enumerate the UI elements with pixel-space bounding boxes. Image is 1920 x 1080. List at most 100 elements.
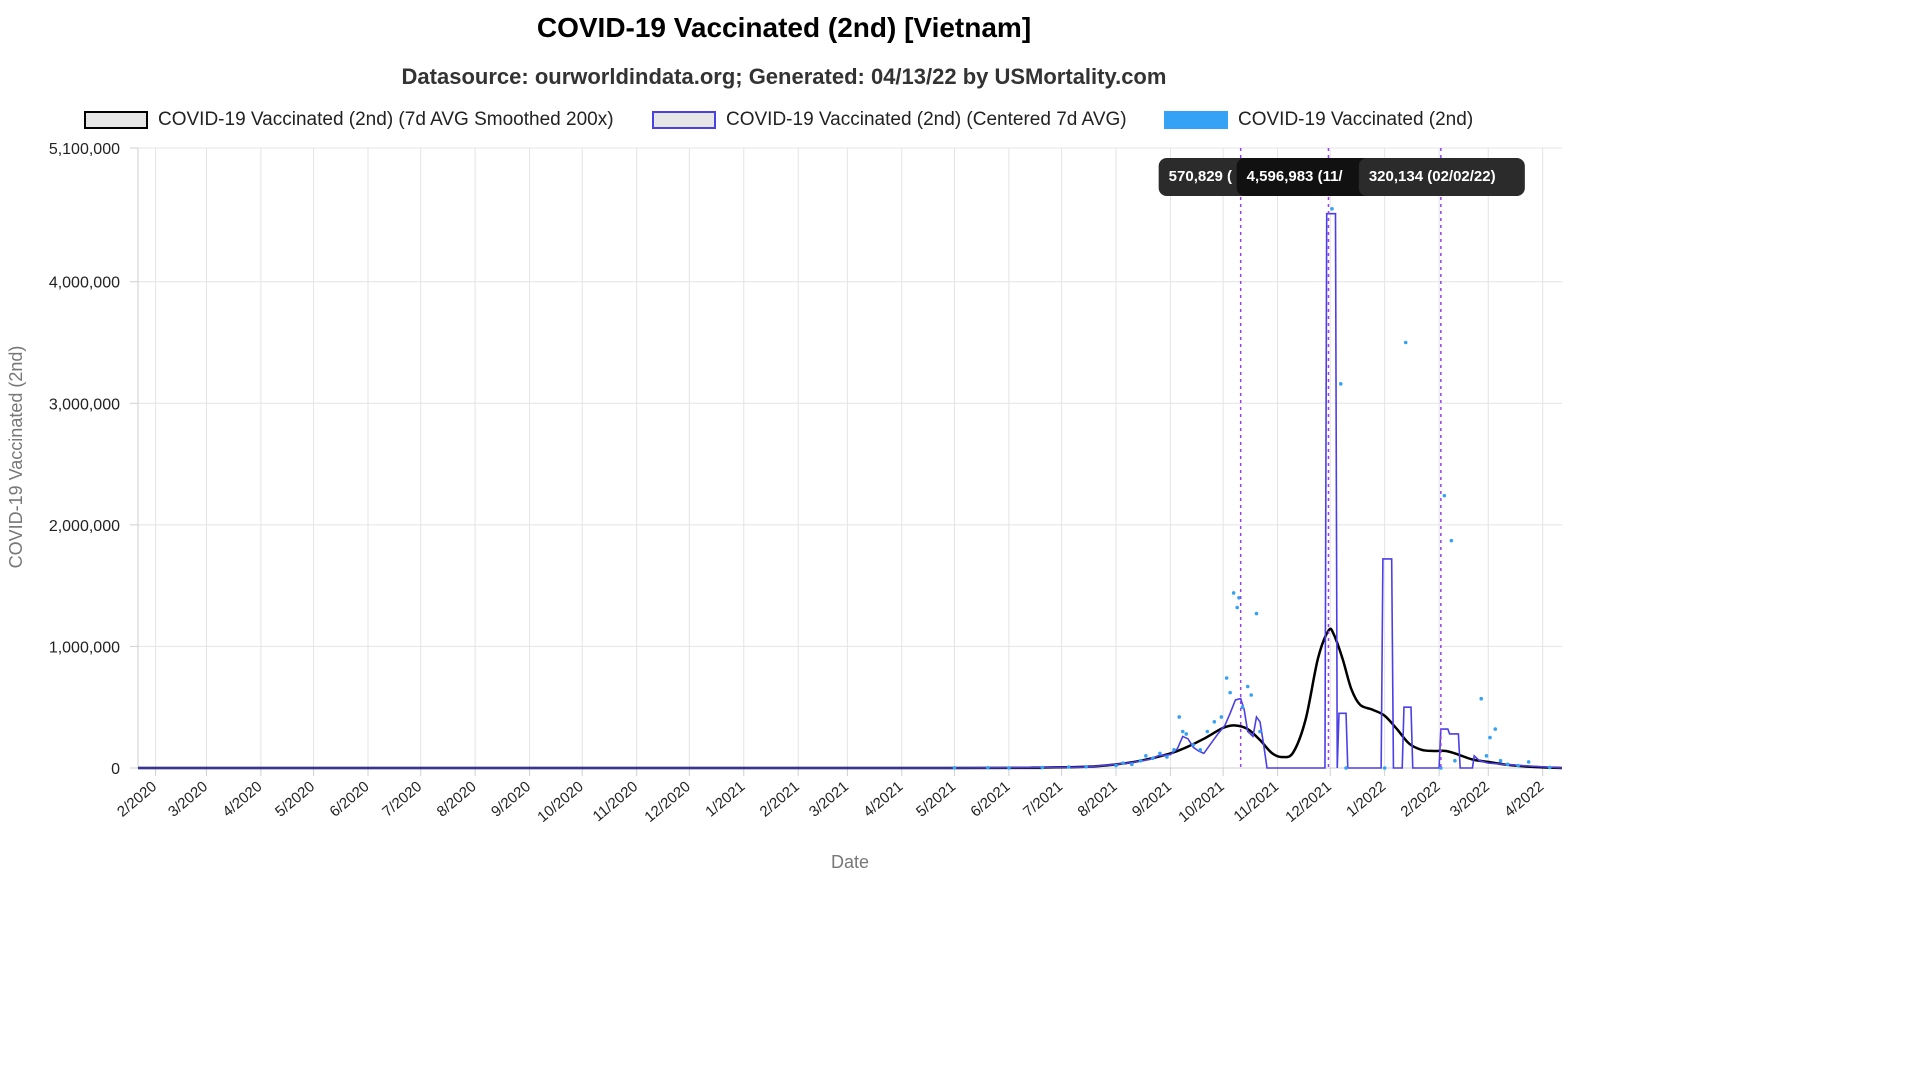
x-tick-label: 4/2020	[219, 778, 265, 821]
y-tick-label: 1,000,000	[49, 639, 120, 656]
data-point-daily	[1442, 493, 1447, 498]
data-point-daily	[1184, 732, 1189, 736]
x-tick-label: 2/2021	[757, 778, 803, 821]
data-point-daily	[1205, 729, 1210, 734]
data-point-daily	[1453, 758, 1457, 763]
data-point-daily	[1516, 763, 1520, 768]
series-layer	[137, 206, 1563, 770]
legend-swatch-smoothed	[84, 111, 148, 129]
series-line-smoothed	[137, 627, 1563, 770]
x-tick-label: 6/2021	[967, 778, 1013, 821]
tooltip-text: 4,596,983 (11/	[1247, 168, 1344, 185]
data-point-daily	[1382, 766, 1387, 770]
y-tick-label: 2,000,000	[49, 518, 120, 535]
x-tick-label: 2/2022	[1398, 778, 1444, 821]
y-tick-label: 5,100,000	[49, 141, 120, 158]
data-point-daily	[1547, 765, 1552, 770]
x-tick-label: 5/2020	[272, 778, 318, 821]
x-tick-label: 8/2020	[434, 778, 480, 821]
data-point-daily	[1498, 758, 1503, 763]
data-point-daily	[1191, 743, 1196, 747]
legend-item-centered[interactable]: COVID-19 Vaccinated (2nd) (Centered 7d A…	[652, 106, 1127, 134]
data-point-daily	[1219, 715, 1224, 719]
data-point-daily	[1338, 382, 1343, 386]
legend-label-centered: COVID-19 Vaccinated (2nd) (Centered 7d A…	[726, 109, 1127, 130]
data-point-daily	[1180, 729, 1185, 734]
data-point-daily	[952, 765, 957, 770]
data-point-daily	[1130, 762, 1134, 767]
tooltip-layer: 570,829 ( 4,596,983 (11/320,134 (02/02/22…	[1158, 158, 1525, 196]
x-tick-label: 12/2021	[1282, 778, 1334, 826]
data-point-daily	[1484, 754, 1489, 758]
legend-swatch-daily	[1164, 111, 1228, 129]
data-point-daily	[1198, 747, 1203, 752]
data-point-daily	[1240, 705, 1245, 710]
marker-layer	[1239, 148, 1442, 768]
x-tick-label: 6/2020	[327, 778, 373, 821]
data-point-daily	[1138, 758, 1143, 763]
legend-item-daily[interactable]: COVID-19 Vaccinated (2nd)	[1164, 106, 1473, 134]
data-point-daily	[1526, 760, 1531, 764]
data-point-daily	[1249, 693, 1254, 697]
x-tick-label: 9/2020	[488, 778, 534, 821]
data-point-daily	[1258, 729, 1262, 734]
data-point-daily	[1237, 596, 1241, 600]
data-point-daily	[1403, 340, 1408, 345]
x-tick-label: 8/2021	[1075, 778, 1121, 821]
data-point-daily	[1007, 766, 1011, 770]
data-point-daily	[1121, 761, 1125, 765]
chart-subtitle: Datasource: ourworldindata.org; Generate…	[401, 64, 1167, 89]
x-tick-label: 7/2020	[379, 778, 425, 821]
data-point-daily	[1228, 690, 1232, 695]
chart-page: COVID-19 Vaccinated (2nd) [Vietnam] Data…	[0, 12, 1568, 872]
x-tick-label: 11/2020	[590, 778, 642, 825]
data-point-daily	[1212, 720, 1217, 724]
x-tick-label: 12/2020	[641, 778, 693, 826]
data-point-daily	[1254, 611, 1259, 616]
legend-label-daily: COVID-19 Vaccinated (2nd)	[1238, 109, 1474, 130]
data-point-daily	[1177, 715, 1182, 719]
tooltip-text: 320,134 (02/02/22)	[1369, 168, 1496, 185]
chart-plot: 0 1,000,000 2,000,000 3,000,000 4,000,000 5,1…	[6, 141, 1563, 872]
tooltip-text: 570,829 (	[1169, 168, 1232, 185]
data-point-daily	[1066, 765, 1071, 769]
data-point-daily	[1172, 747, 1176, 752]
x-tick-label: 4/2022	[1501, 778, 1547, 821]
x-tick-label: 3/2021	[806, 778, 852, 821]
series-line-centered	[138, 212, 1563, 769]
x-tick-label: 3/2022	[1447, 778, 1493, 821]
x-tick-label: 5/2021	[913, 778, 959, 821]
data-point-daily	[1245, 684, 1250, 689]
x-tick-label: 11/2021	[1231, 778, 1283, 825]
legend-item-smoothed[interactable]: COVID-19 Vaccinated (2nd) (7d AVG Smooth…	[84, 106, 614, 134]
data-point-daily	[1505, 762, 1510, 767]
data-point-daily	[1479, 696, 1484, 701]
x-tick-label: 9/2021	[1129, 778, 1175, 821]
data-point-daily	[1151, 756, 1155, 761]
legend-label-smoothed: COVID-19 Vaccinated (2nd) (7d AVG Smooth…	[158, 109, 614, 130]
x-tick-label: 1/2022	[1343, 778, 1389, 821]
x-tick-label: 7/2021	[1020, 778, 1066, 821]
x-tick-label: 3/2020	[165, 778, 211, 821]
x-tick-label: 4/2021	[860, 778, 906, 821]
data-point-daily	[1439, 766, 1443, 770]
y-tick-label: 3,000,000	[49, 396, 120, 413]
chart-title: COVID-19 Vaccinated (2nd) [Vietnam]	[536, 12, 1032, 43]
y-tick-label: 0	[111, 761, 120, 778]
data-point-daily	[1114, 763, 1118, 768]
grid-layer	[138, 147, 1562, 769]
data-point-daily	[1344, 766, 1348, 770]
data-point-daily	[1231, 591, 1236, 595]
x-tick-label: 10/2020	[534, 778, 586, 826]
y-tick-label: 4,000,000	[49, 275, 120, 292]
chart-legend: COVID-19 Vaccinated (2nd) (7d AVG Smooth…	[0, 106, 1568, 134]
x-tick-label: 2/2020	[114, 778, 160, 821]
data-point-daily	[1165, 755, 1169, 759]
legend-swatch-centered	[652, 111, 716, 129]
data-point-daily	[1224, 676, 1229, 680]
data-point-daily	[1084, 764, 1088, 769]
data-point-daily	[1488, 735, 1492, 740]
data-point-daily	[1040, 765, 1045, 770]
data-point-daily	[1449, 538, 1454, 543]
x-axis-label: Date	[831, 852, 869, 872]
